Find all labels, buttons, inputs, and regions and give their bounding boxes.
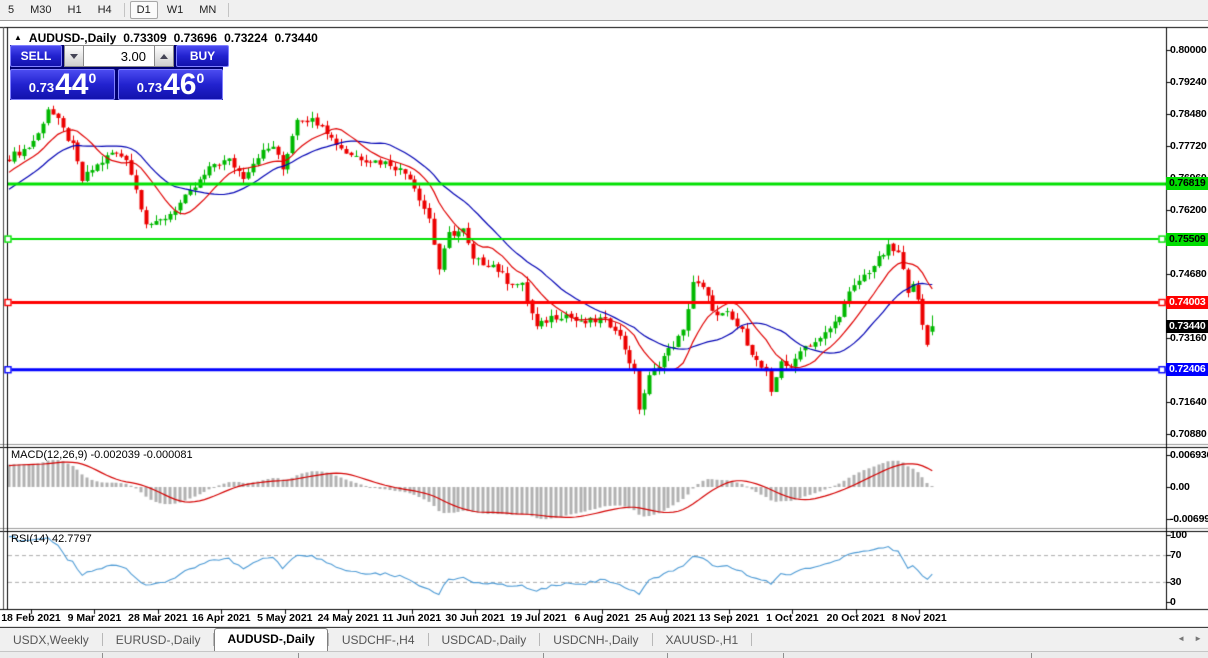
status-separator	[667, 653, 668, 658]
tab-separator	[101, 633, 103, 646]
rsi-tick-label: 0	[1170, 596, 1176, 608]
price-tick-label: 0.70880	[1170, 428, 1207, 440]
price-tick-label: 0.73160	[1170, 332, 1207, 344]
price-tick-label: 0.79240	[1170, 76, 1207, 88]
buy-price-main: 46	[163, 68, 197, 101]
price-tick-label: 0.74680	[1170, 268, 1207, 280]
rsi-tick-label: 30	[1170, 575, 1182, 588]
high-value: 0.73696	[173, 31, 218, 45]
chart-tab-eurusd-daily[interactable]: EURUSD-,Daily	[115, 633, 201, 647]
tab-scroll-left-icon[interactable]: ◄	[1177, 634, 1186, 643]
timeframe-button-m30[interactable]: M30	[23, 1, 58, 19]
chart-tab-usdcnh-daily[interactable]: USDCNH-,Daily	[553, 633, 639, 647]
status-separator	[1031, 653, 1032, 658]
rsi-tick-label: 70	[1170, 549, 1182, 562]
status-separator	[543, 653, 544, 658]
volume-stepper	[64, 45, 174, 67]
date-tick-label: 11 Jun 2021	[382, 612, 442, 624]
price-tick-label: 0.78480	[1170, 108, 1207, 120]
tab-scroll-nav: ◄ ►	[1177, 634, 1202, 643]
chart-tab-usdcad-daily[interactable]: USDCAD-,Daily	[441, 633, 527, 647]
date-tick-label: 30 Jun 2021	[445, 612, 505, 624]
date-tick-label: 9 Mar 2021	[67, 612, 122, 624]
macd-indicator-label: MACD(12,26,9) -0.002039 -0.000081	[11, 449, 193, 461]
price-line-label: 0.73440	[1166, 319, 1208, 333]
date-tick-label: 19 Jul 2021	[510, 612, 567, 624]
open-value: 0.73309	[123, 31, 167, 45]
timeframe-button-mn[interactable]: MN	[192, 1, 223, 19]
volume-increase-button[interactable]	[154, 45, 174, 67]
chart-tab-xauusd-h1[interactable]: XAUUSD-,H1	[665, 633, 739, 647]
date-tick-label: 6 Aug 2021	[574, 612, 630, 624]
buy-price-button[interactable]: 0.73 46 0	[118, 69, 223, 100]
status-strip	[0, 651, 1208, 658]
macd-tick-label: 0.006936	[1170, 449, 1208, 461]
sell-button[interactable]: SELL	[10, 45, 62, 67]
chart-tab-usdchf-h4[interactable]: USDCHF-,H4	[341, 633, 415, 647]
timeframe-button-5[interactable]: 5	[1, 1, 21, 19]
toolbar-separator	[228, 3, 230, 17]
tab-separator	[213, 633, 215, 646]
date-tick-label: 28 Mar 2021	[128, 612, 188, 624]
price-line-label: 0.74003	[1166, 296, 1208, 309]
close-value: 0.73440	[274, 31, 318, 45]
price-tick-label: 0.71640	[1170, 396, 1207, 408]
volume-decrease-button[interactable]	[64, 45, 84, 67]
price-line-label: 0.75509	[1166, 232, 1208, 246]
date-tick-label: 25 Aug 2021	[635, 612, 696, 624]
date-tick-label: 5 May 2021	[257, 612, 313, 624]
tab-separator	[327, 633, 329, 646]
buy-button[interactable]: BUY	[176, 45, 229, 67]
tab-scroll-right-icon[interactable]: ►	[1194, 634, 1202, 643]
macd-tick-label: 0.00	[1170, 481, 1190, 493]
timeframe-button-w1[interactable]: W1	[160, 1, 191, 19]
price-tick-label: 0.76200	[1170, 204, 1207, 216]
timeframe-toolbar: 5 M30 H1 H4 D1 W1 MN	[0, 0, 1208, 21]
rsi-tick-label: 100	[1170, 529, 1187, 541]
date-tick-label: 24 May 2021	[317, 612, 379, 624]
date-tick-label: 8 Nov 2021	[891, 612, 947, 624]
price-tick-label: 0.77720	[1170, 140, 1207, 152]
buy-price-prefix: 0.73	[136, 80, 163, 95]
date-tick-label: 1 Oct 2021	[766, 612, 819, 624]
collapse-triangle-icon[interactable]: ▲	[14, 32, 22, 42]
triangle-up-icon	[160, 53, 168, 59]
tab-separator	[427, 633, 429, 646]
price-line-label: 0.72406	[1166, 363, 1208, 377]
toolbar-separator	[123, 3, 125, 17]
symbol-period-label: AUDUSD-,Daily	[28, 31, 117, 45]
status-separator	[102, 653, 103, 658]
chart-tab-bar: USDX,Weekly EURUSD-,Daily AUDUSD-,Daily USD…	[0, 628, 1208, 651]
chart-tab-audusd-daily[interactable]: AUDUSD-,Daily	[214, 628, 328, 651]
price-tick-label: 0.80000	[1170, 44, 1207, 56]
chart-ohlc-header: ▲ AUDUSD-,Daily 0.73309 0.73696 0.73224 …	[14, 31, 318, 45]
timeframe-button-h4[interactable]: H4	[91, 1, 119, 19]
sell-price-main: 44	[55, 68, 89, 101]
low-value: 0.73224	[224, 31, 268, 45]
chart-tab-usdx-weekly[interactable]: USDX,Weekly	[13, 633, 89, 647]
volume-input[interactable]	[84, 45, 154, 67]
sell-price-prefix: 0.73	[28, 80, 55, 95]
sell-price-pip: 0	[88, 70, 97, 86]
price-line-label: 0.76819	[1166, 177, 1208, 191]
tab-separator	[539, 633, 541, 646]
rsi-indicator-label: RSI(14) 42.7797	[11, 533, 92, 545]
date-tick-label: 13 Sep 2021	[698, 612, 759, 624]
tab-separator	[751, 633, 753, 646]
timeframe-button-h1[interactable]: H1	[61, 1, 89, 19]
triangle-down-icon	[70, 53, 78, 59]
sell-price-button[interactable]: 0.73 44 0	[10, 69, 115, 100]
date-tick-label: 16 Apr 2021	[192, 612, 251, 624]
buy-price-pip: 0	[196, 70, 205, 86]
status-separator	[783, 653, 784, 658]
date-tick-label: 18 Feb 2021	[1, 612, 61, 624]
status-separator	[298, 653, 299, 658]
tab-separator	[651, 633, 653, 646]
date-tick-label: 20 Oct 2021	[826, 612, 886, 624]
timeframe-button-d1[interactable]: D1	[129, 1, 158, 19]
